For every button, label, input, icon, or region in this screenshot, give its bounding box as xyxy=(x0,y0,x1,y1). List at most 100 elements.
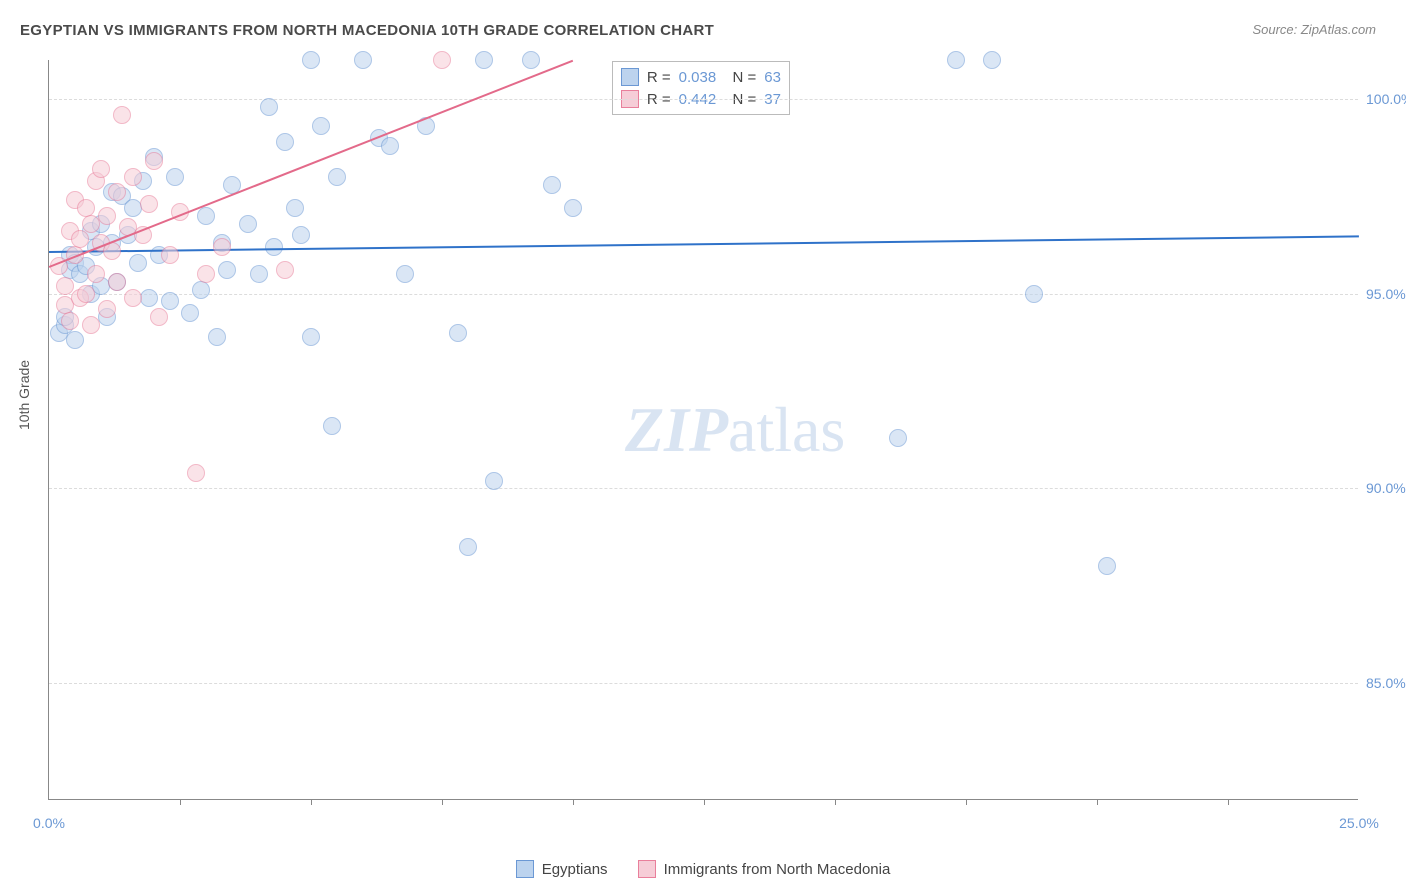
data-point xyxy=(265,238,283,256)
legend-swatch xyxy=(621,68,639,86)
x-tick xyxy=(573,799,574,805)
data-point xyxy=(161,292,179,310)
x-tick xyxy=(704,799,705,805)
data-point xyxy=(129,254,147,272)
stats-r-value: 0.038 xyxy=(679,69,717,86)
data-point xyxy=(475,51,493,69)
data-point xyxy=(292,226,310,244)
data-point xyxy=(161,246,179,264)
legend-item: Egyptians xyxy=(516,860,608,878)
data-point xyxy=(459,538,477,556)
data-point xyxy=(302,328,320,346)
data-point xyxy=(354,51,372,69)
data-point xyxy=(61,312,79,330)
y-tick-label: 100.0% xyxy=(1366,91,1406,107)
data-point xyxy=(433,51,451,69)
data-point xyxy=(449,324,467,342)
data-point xyxy=(181,304,199,322)
data-point xyxy=(323,417,341,435)
data-point xyxy=(396,265,414,283)
data-point xyxy=(187,464,205,482)
data-point xyxy=(947,51,965,69)
data-point xyxy=(522,51,540,69)
data-point xyxy=(213,238,231,256)
data-point xyxy=(145,152,163,170)
data-point xyxy=(260,98,278,116)
data-point xyxy=(197,265,215,283)
data-point xyxy=(276,133,294,151)
data-point xyxy=(197,207,215,225)
stats-n-value: 63 xyxy=(764,69,781,86)
gridline-h xyxy=(49,99,1358,100)
data-point xyxy=(56,277,74,295)
series-legend: Egyptians Immigrants from North Macedonia xyxy=(0,860,1406,878)
gridline-h xyxy=(49,488,1358,489)
data-point xyxy=(328,168,346,186)
data-point xyxy=(1098,557,1116,575)
source-label: Source: ZipAtlas.com xyxy=(1252,22,1376,37)
data-point xyxy=(485,472,503,490)
data-point xyxy=(87,265,105,283)
data-point xyxy=(166,168,184,186)
data-point xyxy=(889,429,907,447)
data-point xyxy=(543,176,561,194)
data-point xyxy=(124,168,142,186)
data-point xyxy=(312,117,330,135)
data-point xyxy=(276,261,294,279)
data-point xyxy=(208,328,226,346)
stats-r-label: R = xyxy=(647,69,671,86)
data-point xyxy=(66,331,84,349)
data-point xyxy=(983,51,1001,69)
legend-label: Immigrants from North Macedonia xyxy=(664,861,891,878)
legend-swatch xyxy=(516,860,534,878)
watermark: ZIPatlas xyxy=(625,393,845,467)
data-point xyxy=(71,230,89,248)
data-point xyxy=(218,261,236,279)
y-tick-label: 95.0% xyxy=(1366,286,1406,302)
data-point xyxy=(124,289,142,307)
data-point xyxy=(77,285,95,303)
data-point xyxy=(381,137,399,155)
data-point xyxy=(113,106,131,124)
gridline-h xyxy=(49,294,1358,295)
data-point xyxy=(82,316,100,334)
legend-swatch xyxy=(638,860,656,878)
data-point xyxy=(150,308,168,326)
y-tick-label: 85.0% xyxy=(1366,675,1406,691)
x-tick xyxy=(180,799,181,805)
data-point xyxy=(108,273,126,291)
data-point xyxy=(98,207,116,225)
trend-line xyxy=(49,60,574,268)
data-point xyxy=(140,289,158,307)
x-tick xyxy=(311,799,312,805)
x-tick-label: 0.0% xyxy=(33,815,65,831)
data-point xyxy=(302,51,320,69)
data-point xyxy=(564,199,582,217)
data-point xyxy=(286,199,304,217)
legend-label: Egyptians xyxy=(542,861,608,878)
trend-line xyxy=(49,235,1359,253)
chart-title: EGYPTIAN VS IMMIGRANTS FROM NORTH MACEDO… xyxy=(20,22,714,39)
data-point xyxy=(192,281,210,299)
data-point xyxy=(108,183,126,201)
x-tick xyxy=(1097,799,1098,805)
y-axis-label: 10th Grade xyxy=(16,360,32,430)
data-point xyxy=(1025,285,1043,303)
x-tick-label: 25.0% xyxy=(1339,815,1379,831)
data-point xyxy=(92,160,110,178)
data-point xyxy=(140,195,158,213)
data-point xyxy=(250,265,268,283)
y-tick-label: 90.0% xyxy=(1366,480,1406,496)
legend-item: Immigrants from North Macedonia xyxy=(638,860,891,878)
stats-legend: R = 0.038 N = 63R = 0.442 N = 37 xyxy=(612,61,790,115)
data-point xyxy=(239,215,257,233)
stats-row: R = 0.038 N = 63 xyxy=(621,66,781,88)
x-tick xyxy=(966,799,967,805)
stats-n-label: N = xyxy=(724,69,756,86)
scatter-plot: ZIPatlas R = 0.038 N = 63R = 0.442 N = 3… xyxy=(48,60,1358,800)
x-tick xyxy=(1228,799,1229,805)
x-tick xyxy=(442,799,443,805)
gridline-h xyxy=(49,683,1358,684)
data-point xyxy=(98,300,116,318)
x-tick xyxy=(835,799,836,805)
